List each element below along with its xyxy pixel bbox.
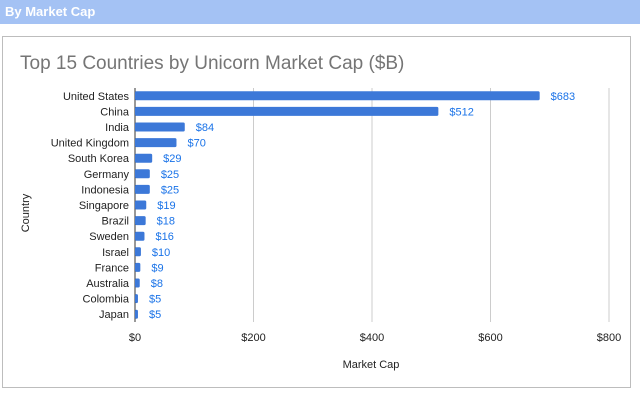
- bar-series: $683 $512 $84 $70 $29 $25 $25 $19 $18 $16 $10 $9 $8 $…: [135, 91, 575, 321]
- data-label: $512: [449, 106, 473, 118]
- category-label: France: [95, 262, 129, 274]
- bar-australia: [135, 278, 140, 288]
- category-labels: United States China India United Kingdom Sou…: [51, 91, 130, 321]
- data-label: $19: [157, 200, 175, 212]
- section-header-bar: By Market Cap: [0, 0, 640, 24]
- category-label: United States: [63, 91, 130, 103]
- x-tick-label: $800: [597, 332, 621, 344]
- x-tick-labels: $0 $200 $400 $600 $800: [129, 332, 621, 344]
- data-label: $25: [161, 184, 179, 196]
- category-label: Indonesia: [81, 184, 130, 196]
- data-label: $16: [155, 231, 173, 243]
- data-label: $25: [161, 169, 179, 181]
- x-tick-label: $400: [360, 332, 384, 344]
- bar-united-kingdom: [135, 138, 177, 148]
- data-label: $5: [149, 294, 161, 306]
- chart-frame: [2, 36, 631, 388]
- bar-france: [135, 262, 141, 272]
- data-label: $683: [551, 91, 575, 103]
- bar-south-korea: [135, 153, 153, 163]
- category-label: South Korea: [68, 153, 130, 165]
- category-label: India: [105, 122, 130, 134]
- data-label: $5: [149, 309, 161, 321]
- data-label: $84: [196, 122, 214, 134]
- bar-india: [135, 122, 185, 132]
- bar-israel: [135, 247, 141, 257]
- y-axis-title: Country: [20, 193, 32, 232]
- bar-brazil: [135, 216, 146, 226]
- bar-colombia: [135, 294, 138, 304]
- bar-germany: [135, 169, 150, 179]
- category-label: Israel: [102, 247, 129, 259]
- bar-indonesia: [135, 184, 150, 194]
- category-label: Australia: [86, 278, 130, 290]
- x-tick-label: $600: [478, 332, 502, 344]
- data-label: $29: [163, 153, 181, 165]
- category-label: Colombia: [83, 294, 130, 306]
- category-label: Brazil: [101, 216, 129, 228]
- data-label: $70: [187, 138, 205, 150]
- category-label: Singapore: [79, 200, 129, 212]
- bar-sweden: [135, 231, 145, 241]
- x-tick-label: $0: [129, 332, 141, 344]
- category-label: Sweden: [89, 231, 129, 243]
- category-label: United Kingdom: [51, 138, 129, 150]
- x-axis-title: Market Cap: [343, 359, 400, 371]
- category-label: China: [100, 106, 130, 118]
- data-label: $9: [151, 262, 163, 274]
- bar-united-states: [135, 91, 540, 101]
- data-label: $10: [152, 247, 170, 259]
- data-label: $18: [157, 216, 175, 228]
- bar-china: [135, 106, 439, 116]
- category-label: Germany: [84, 169, 130, 181]
- category-label: Japan: [99, 309, 129, 321]
- chart-title: Top 15 Countries by Unicorn Market Cap (…: [20, 53, 404, 74]
- bar-japan: [135, 309, 138, 319]
- bar-singapore: [135, 200, 147, 210]
- data-label: $8: [151, 278, 163, 290]
- section-header-title: By Market Cap: [5, 4, 96, 19]
- x-tick-label: $200: [241, 332, 265, 344]
